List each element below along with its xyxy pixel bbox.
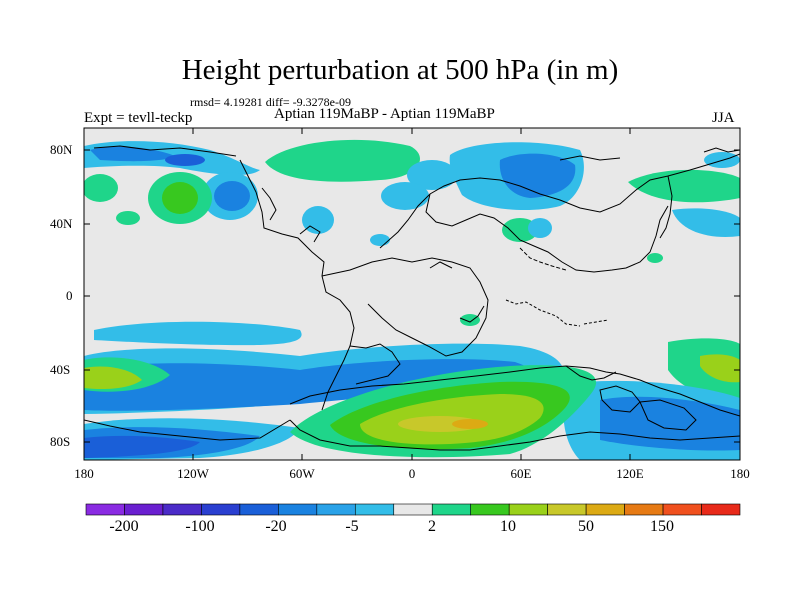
coastline-path bbox=[84, 419, 291, 441]
coastlines bbox=[84, 145, 740, 451]
lat-label: 40N bbox=[50, 216, 73, 231]
colorbar-swatch bbox=[624, 503, 664, 516]
lat-label: 80S bbox=[50, 434, 71, 449]
colorbar-swatch bbox=[431, 503, 472, 516]
colorbar-label: 50 bbox=[578, 518, 594, 535]
coastline-path bbox=[559, 155, 621, 161]
lon-label: 0 bbox=[408, 466, 416, 481]
lon-label: 60W bbox=[289, 466, 315, 481]
experiment-label: Expt = tevll-teckp bbox=[84, 110, 193, 126]
coastline-path bbox=[93, 145, 237, 157]
lon-label: 60E bbox=[510, 466, 532, 481]
colorbar-swatch bbox=[239, 503, 279, 516]
colorbar-swatch bbox=[201, 503, 241, 516]
lat-label: 0 bbox=[66, 288, 73, 303]
lon-label: 120E bbox=[616, 466, 644, 481]
colorbar-label: 2 bbox=[428, 518, 436, 535]
colorbar-label: -200 bbox=[109, 518, 139, 535]
colorbar-swatch bbox=[701, 503, 741, 516]
coastline-path bbox=[299, 225, 321, 243]
coastline-path bbox=[379, 153, 740, 249]
colorbar-swatch bbox=[508, 503, 548, 516]
colorbar-swatch bbox=[547, 503, 587, 516]
colorbar-label: 150 bbox=[650, 518, 674, 535]
colorbar-swatch bbox=[393, 503, 433, 516]
coastline-path bbox=[703, 147, 740, 153]
colorbar-label: -5 bbox=[345, 518, 359, 535]
lon-label: 120W bbox=[177, 466, 209, 481]
colorbar-swatch bbox=[585, 503, 625, 516]
lat-label: 80N bbox=[50, 142, 73, 157]
colorbar-label: 10 bbox=[500, 518, 516, 535]
colorbar-swatch bbox=[662, 503, 702, 516]
coastline-path bbox=[261, 187, 277, 221]
colorbar-swatch bbox=[316, 503, 356, 516]
comparison-label: Aptian 119MaBP - Aptian 119MaBP bbox=[274, 106, 495, 122]
coastline-path bbox=[583, 319, 609, 325]
season-label: JJA bbox=[712, 110, 735, 126]
colorbar-swatch bbox=[278, 503, 318, 516]
colorbar-swatch bbox=[124, 503, 164, 516]
colorbar-label: -100 bbox=[185, 518, 215, 535]
coastline-path bbox=[425, 193, 669, 273]
lon-label: 180 bbox=[74, 466, 94, 481]
coastline-path bbox=[321, 257, 489, 357]
plot-title: Height perturbation at 500 hPa (in m) bbox=[181, 54, 619, 86]
lat-label: 40S bbox=[50, 362, 71, 377]
colorbar-swatch bbox=[470, 503, 510, 516]
colorbar-swatch bbox=[162, 503, 202, 516]
stats-text: rmsd= 4.19281 diff= -9.3278e-09 bbox=[190, 95, 351, 109]
coastline-path bbox=[505, 299, 581, 327]
colorbar bbox=[85, 503, 741, 516]
coastline-path bbox=[519, 247, 567, 271]
colorbar-swatch bbox=[85, 503, 125, 516]
coastline-path bbox=[659, 175, 673, 239]
lon-label: 180 bbox=[730, 466, 750, 481]
contour-fields bbox=[84, 139, 740, 460]
coastline-path bbox=[289, 419, 740, 451]
coastline-path bbox=[565, 365, 617, 381]
axis-ticks bbox=[84, 128, 740, 460]
coastline-path bbox=[429, 261, 453, 269]
colorbar-swatch bbox=[354, 503, 395, 516]
colorbar-label: -20 bbox=[265, 518, 287, 535]
coastline-path bbox=[349, 343, 401, 385]
coastline-path bbox=[639, 399, 697, 431]
coastline-path bbox=[599, 385, 641, 413]
coastline-path bbox=[459, 305, 485, 323]
